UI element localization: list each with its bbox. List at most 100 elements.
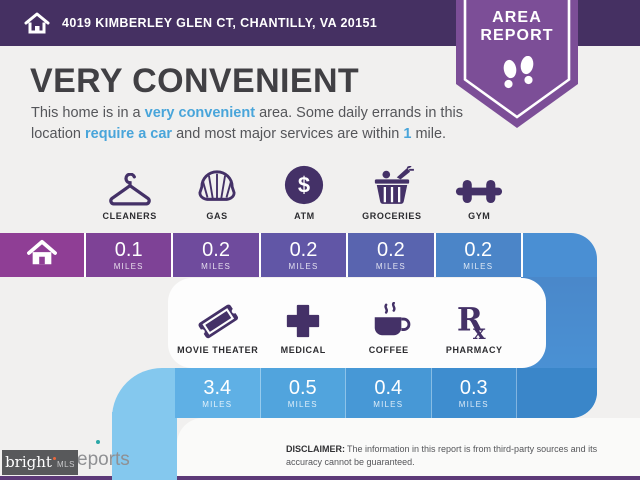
distance-number: 0.2 — [464, 238, 493, 261]
amenity-gym: GYM — [436, 160, 523, 221]
distance-value: 0.2 MILES — [463, 240, 493, 271]
footprints-icon — [489, 55, 545, 95]
svg-text:$: $ — [298, 173, 310, 198]
distance-number: 0.2 — [289, 238, 318, 261]
amenity-medical: MEDICAL — [261, 294, 347, 355]
summary-fragment: This home is in a — [31, 105, 145, 121]
property-address: 4019 KIMBERLEY GLEN CT, CHANTILLY, VA 20… — [62, 16, 378, 30]
hanger-icon — [107, 160, 153, 206]
distance-value: 3.4 MILES — [202, 378, 232, 409]
rx-icon: R x — [455, 294, 493, 341]
home-segment — [0, 233, 86, 277]
distance-segment-pharmacy: 0.3 MILES — [431, 368, 517, 418]
summary-fragment: area. Some daily errands in this locatio… — [31, 105, 463, 142]
ticket-icon — [195, 294, 241, 340]
distance-unit: MILES — [373, 399, 404, 409]
disclaimer: DISCLAIMER: The information in this repor… — [286, 443, 634, 468]
distance-value: 0.5 MILES — [288, 378, 318, 409]
amenity-label: MEDICAL — [280, 345, 326, 355]
distance-band-left — [112, 412, 177, 480]
distance-number: 0.2 — [202, 238, 230, 261]
distance-bar-1: 0.1 MILES 0.2 MILES 0.2 MILES 0.2 MILES … — [0, 233, 597, 277]
bottom-panel — [177, 418, 640, 476]
amenity-groceries: GROCERIES — [348, 160, 435, 221]
badge-pennant-shape — [456, 0, 578, 128]
summary-fragment: and most major services are within — [172, 125, 404, 142]
distance-segment-gym: 0.2 MILES — [435, 233, 523, 277]
bright-logo-text: bright — [5, 453, 52, 471]
bar2-curl — [112, 368, 175, 418]
summary-highlight: very convenient — [144, 105, 256, 121]
distance-number: 3.4 — [203, 376, 232, 399]
amenities-row-2: MOVIE THEATER MEDICAL COFFEE R x PHARMACY — [175, 294, 517, 355]
amenities-row-1: CLEANERS GAS $ ATM GROCERIES GYM — [86, 160, 524, 221]
distance-unit: MILES — [202, 399, 233, 409]
amenity-label: GYM — [468, 211, 491, 221]
distance-segment-groceries: 0.2 MILES — [348, 233, 436, 277]
footer-accent-strip — [0, 476, 640, 480]
distance-number: 0.5 — [288, 376, 317, 399]
summary-fragment: mile. — [411, 125, 447, 142]
amenity-label: ATM — [294, 211, 315, 221]
summary-text: This home is in a very convenient area. … — [31, 103, 463, 144]
distance-unit: MILES — [375, 261, 406, 271]
amenity-atm: $ ATM — [261, 160, 348, 221]
amenity-label: MOVIE THEATER — [177, 345, 259, 355]
distance-unit: MILES — [113, 261, 144, 271]
disclaimer-text: The information in this report is from t… — [286, 444, 598, 467]
bar2-tail — [517, 368, 597, 418]
distance-unit: MILES — [201, 261, 232, 271]
bar1-tail — [522, 233, 597, 277]
dollar-circle-icon: $ — [283, 160, 325, 206]
distance-segment-movie-theater: 3.4 MILES — [175, 368, 261, 418]
partial-reports-logo-text: eports — [77, 449, 130, 470]
distance-number: 0.1 — [114, 238, 143, 261]
disclaimer-label: DISCLAIMER: — [286, 444, 345, 454]
dumbbell-icon — [454, 160, 504, 206]
svg-text:x: x — [473, 319, 486, 340]
amenity-gas: GAS — [173, 160, 260, 221]
distance-unit: MILES — [288, 261, 319, 271]
badge-line2: REPORT — [480, 27, 554, 44]
amenity-label: CLEANERS — [102, 211, 157, 221]
coffee-cup-icon — [367, 294, 411, 340]
distance-segment-cleaners: 0.1 MILES — [86, 233, 174, 277]
distance-segment-gas: 0.2 MILES — [173, 233, 261, 277]
distance-number: 0.3 — [459, 376, 488, 399]
badge-title: AREA REPORT — [456, 9, 578, 45]
medical-cross-icon — [284, 294, 322, 340]
summary-highlight: require a car — [85, 125, 173, 142]
home-icon — [26, 239, 58, 272]
distance-unit: MILES — [463, 261, 494, 271]
distance-unit: MILES — [287, 399, 318, 409]
amenity-label: GAS — [206, 211, 228, 221]
distance-value: 0.2 MILES — [288, 240, 318, 271]
amenity-pharmacy: R x PHARMACY — [432, 294, 518, 356]
distance-value: 0.2 MILES — [376, 240, 406, 271]
distance-value: 0.3 MILES — [459, 378, 489, 409]
distance-value: 0.2 MILES — [201, 240, 231, 271]
distance-value: 0.4 MILES — [373, 378, 403, 409]
bright-logo-spark-icon — [52, 457, 56, 460]
shell-icon — [196, 160, 238, 206]
svg-text:R: R — [457, 303, 484, 339]
home-icon — [24, 12, 50, 34]
mls-logo-text: MLS — [56, 460, 75, 469]
distance-number: 0.4 — [374, 376, 403, 399]
area-report-badge: AREA REPORT — [456, 0, 578, 134]
amenity-cleaners: CLEANERS — [86, 160, 173, 221]
amenity-label: GROCERIES — [362, 211, 422, 221]
basket-icon — [369, 160, 415, 206]
distance-value: 0.1 MILES — [114, 240, 144, 271]
amenity-movie-theater: MOVIE THEATER — [175, 294, 261, 355]
reports-logo-dot-icon — [96, 440, 100, 444]
distance-segment-coffee: 0.4 MILES — [346, 368, 432, 418]
amenity-label: COFFEE — [368, 345, 409, 355]
distance-segment-medical: 0.5 MILES — [260, 368, 346, 418]
page-title: VERY CONVENIENT — [30, 62, 360, 100]
distance-unit: MILES — [458, 399, 489, 409]
distance-bar-2: 3.4 MILES 0.5 MILES 0.4 MILES 0.3 MILES — [112, 368, 597, 418]
summary-highlight: 1 — [403, 125, 412, 142]
distance-segment-atm: 0.2 MILES — [260, 233, 349, 277]
